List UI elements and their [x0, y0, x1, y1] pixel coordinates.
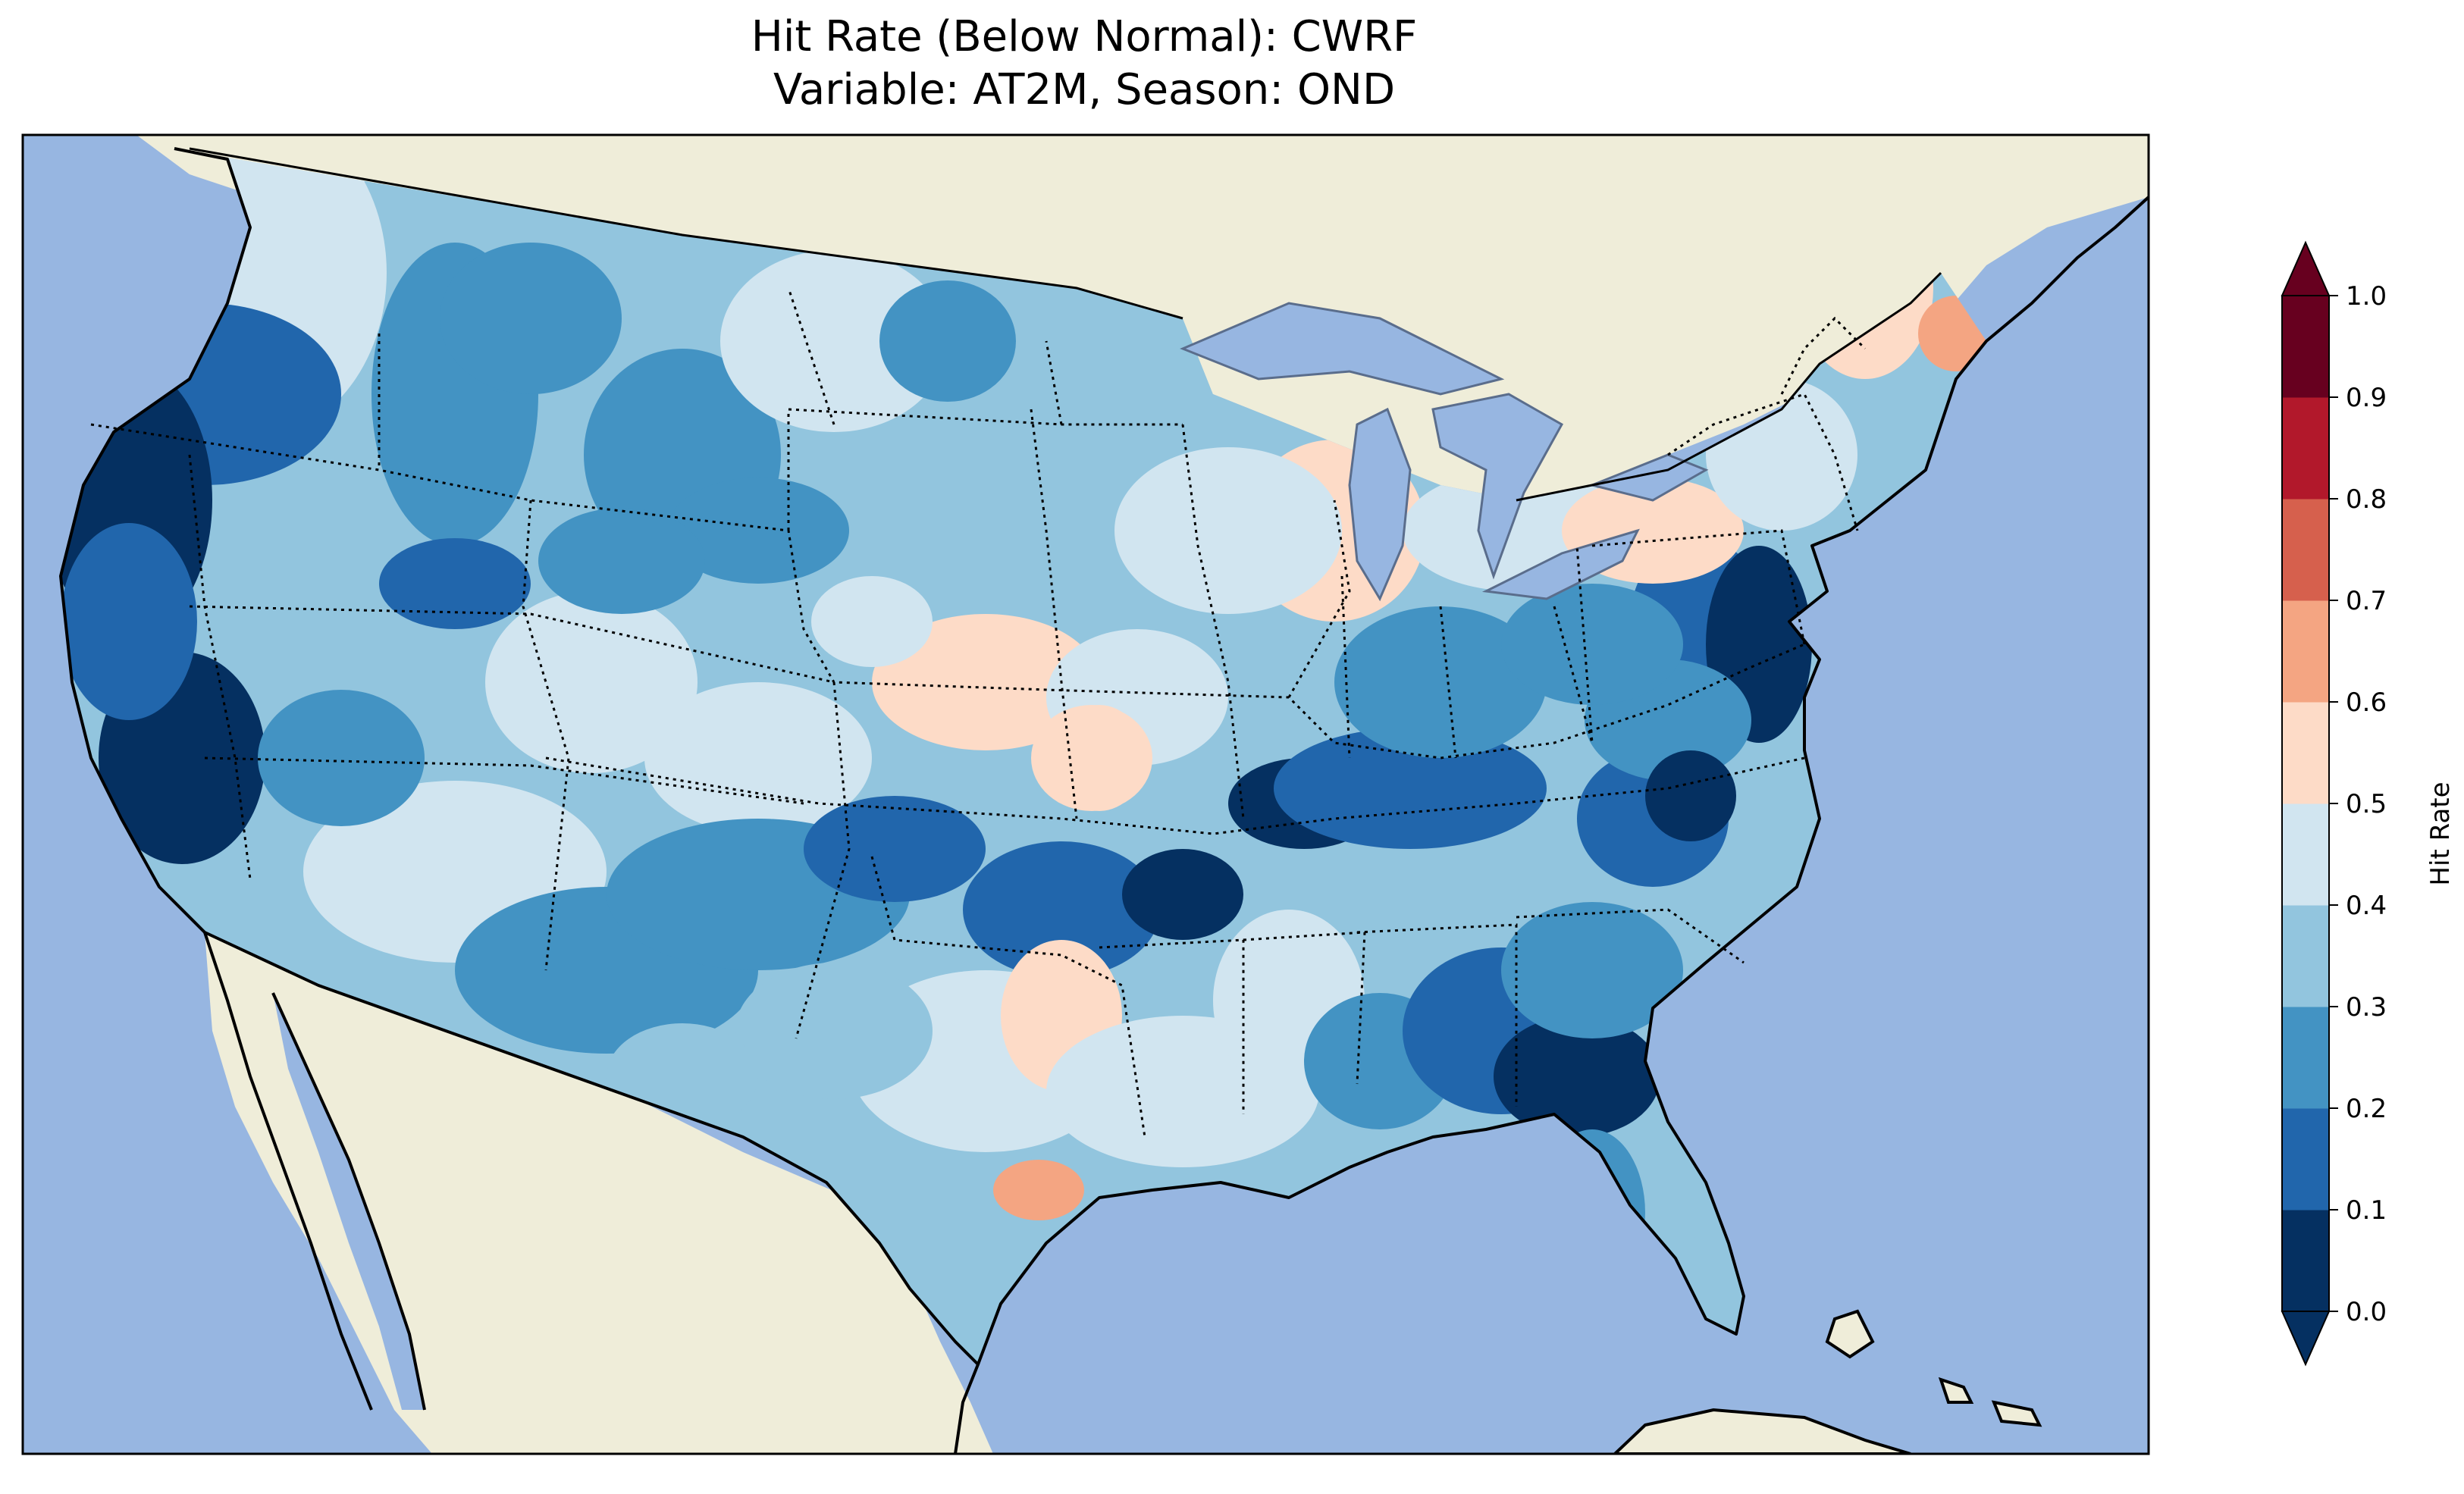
land-baja	[273, 993, 425, 1410]
heatmap-region	[61, 523, 197, 720]
title-line-2: Variable: AT2M, Season: OND	[773, 65, 1396, 114]
heatmap-region	[1645, 750, 1736, 841]
heatmap-region	[963, 841, 1160, 978]
colorbar-extend-min	[2281, 1311, 2331, 1367]
figure-title: Hit Rate (Below Normal): CWRF Variable: …	[0, 11, 2168, 117]
heatmap-region	[1114, 447, 1342, 614]
colorbar-swatch	[2282, 1210, 2329, 1312]
colorbar-swatch	[2282, 803, 2329, 906]
colorbar-swatch	[2282, 296, 2329, 398]
colorbar-tick-label: 0.1	[2346, 1195, 2387, 1226]
colorbar-tick-label: 0.5	[2346, 789, 2387, 819]
heatmap-region	[258, 690, 425, 826]
heatmap-region	[1501, 902, 1683, 1038]
heatmap-region	[1274, 728, 1547, 849]
heatmap-region	[667, 478, 849, 584]
colorbar-swatches	[2281, 240, 2331, 1367]
colorbar-tick-label: 0.8	[2346, 484, 2387, 515]
colorbar-tick-label: 1.0	[2346, 281, 2387, 312]
us-canada-border	[189, 147, 1942, 502]
colorbar-tick-label: 0.9	[2346, 383, 2387, 413]
heatmap-region	[644, 682, 872, 834]
colorbar-tick-label: 0.3	[2346, 992, 2387, 1023]
colorbar-swatch	[2282, 1108, 2329, 1211]
colorbar-tick-label: 0.2	[2346, 1094, 2387, 1124]
colorbar-swatch	[2282, 905, 2329, 1007]
heatmap-region	[811, 576, 933, 667]
colorbar-swatch	[2282, 397, 2329, 500]
heatmap-region	[1494, 1016, 1660, 1137]
land-south-america	[1613, 1408, 1911, 1454]
colorbar-tick-label: 0.6	[2346, 687, 2387, 718]
baja-coast	[203, 932, 426, 1411]
colorbar-tick-label: 0.0	[2346, 1297, 2387, 1327]
heatmap-region	[538, 508, 705, 614]
conus-coastline	[59, 147, 2149, 1366]
title-line-1: Hit Rate (Below Normal): CWRF	[751, 12, 1418, 61]
heatmap-region	[485, 591, 698, 773]
colorbar-extend-max	[2281, 240, 2331, 296]
colorbar-swatch	[2282, 499, 2329, 601]
heatmap-region	[872, 614, 1099, 750]
heatmap-region	[1334, 606, 1547, 758]
colorbar-tick-label: 0.7	[2346, 586, 2387, 616]
mexico-gulf-coast	[954, 1364, 980, 1454]
heatmap-region	[720, 250, 948, 432]
heatmap-region	[379, 538, 531, 629]
colorbar-tick-label: 0.4	[2346, 891, 2387, 921]
colorbar-label: Hit Rate	[2425, 781, 2456, 885]
colorbar-swatch	[2282, 600, 2329, 703]
heatmap-region	[1501, 584, 1683, 705]
heatmap-region	[879, 280, 1016, 402]
heatmap-region	[1054, 705, 1145, 811]
heatmap-region	[1122, 849, 1243, 940]
hit-rate-heatmap	[61, 149, 1986, 1364]
heatmap-region	[804, 796, 986, 902]
colorbar-swatch	[2282, 1007, 2329, 1109]
heatmap-region	[993, 1160, 1084, 1220]
colorbar-swatch	[2282, 702, 2329, 804]
great-lakes	[1180, 302, 1709, 602]
caribbean-islands	[1825, 1309, 2042, 1427]
heatmap-region	[735, 963, 933, 1099]
colorbar-ticks: 0.0 0.1 0.2 0.3 0.4 0.5 0.6 0.7 0.8 0.9 1.0	[2329, 281, 2387, 1327]
map-border	[21, 133, 2150, 1455]
state-borders	[90, 287, 1867, 1138]
heatmap-region	[440, 243, 622, 394]
